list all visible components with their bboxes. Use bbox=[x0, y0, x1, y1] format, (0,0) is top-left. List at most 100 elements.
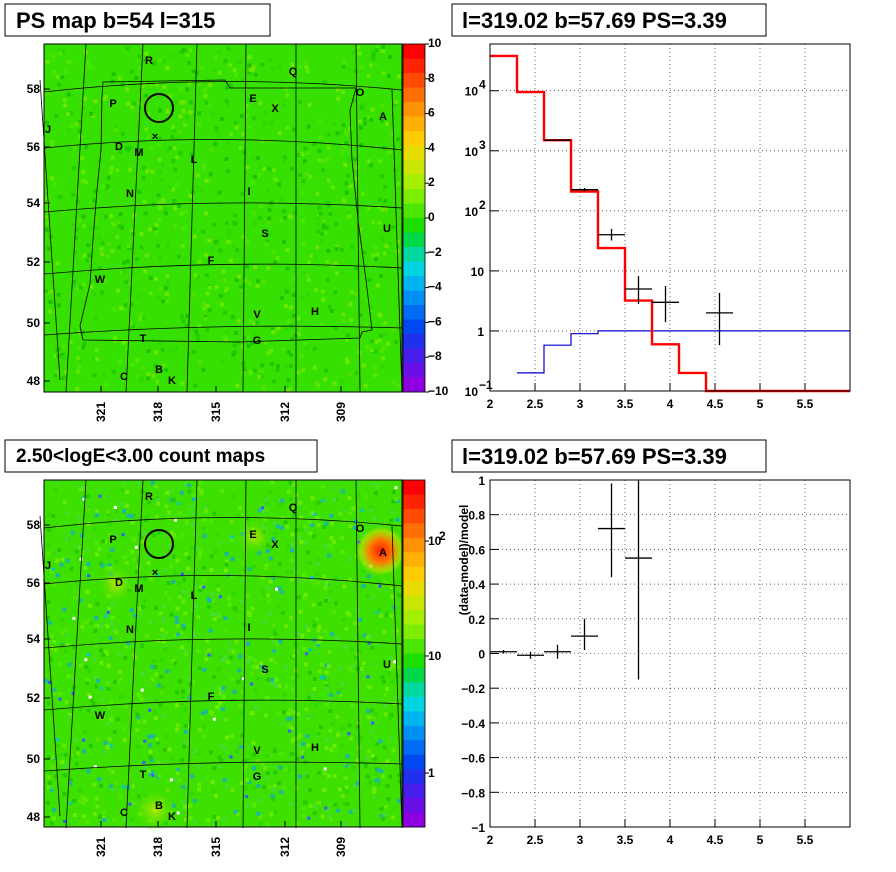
colorbar-swatch bbox=[403, 624, 425, 640]
speckle-pixel bbox=[212, 717, 216, 721]
noise-pixel bbox=[220, 117, 224, 122]
noise-pixel bbox=[205, 291, 210, 296]
noise-pixel bbox=[134, 627, 139, 632]
noise-pixel bbox=[76, 515, 81, 520]
noise-pixel bbox=[273, 260, 278, 265]
noise-pixel bbox=[174, 136, 179, 141]
residual-data-point bbox=[490, 650, 517, 654]
noise-pixel bbox=[143, 764, 148, 769]
parallel-line bbox=[43, 761, 403, 772]
source-label: D bbox=[115, 577, 123, 589]
noise-pixel bbox=[141, 366, 146, 371]
noise-pixel bbox=[152, 226, 157, 231]
noise-pixel bbox=[238, 506, 243, 511]
noise-pixel bbox=[303, 146, 308, 151]
noise-pixel bbox=[321, 484, 326, 489]
noise-pixel bbox=[250, 156, 255, 161]
noise-pixel bbox=[273, 631, 278, 636]
noise-pixel bbox=[270, 66, 275, 71]
noise-pixel bbox=[306, 273, 311, 278]
noise-pixel bbox=[314, 702, 319, 707]
noise-pixel bbox=[261, 667, 266, 672]
noise-pixel bbox=[115, 717, 120, 722]
noise-pixel bbox=[74, 609, 79, 614]
noise-pixel bbox=[203, 505, 208, 509]
noise-pixel bbox=[247, 567, 252, 572]
ps-map-plot-area bbox=[44, 44, 402, 392]
noise-pixel bbox=[383, 704, 387, 708]
noise-pixel bbox=[137, 566, 142, 571]
noise-pixel bbox=[263, 517, 267, 522]
noise-pixel bbox=[304, 707, 309, 712]
noise-pixel bbox=[243, 335, 248, 340]
noise-pixel bbox=[102, 750, 107, 755]
noise-pixel bbox=[124, 280, 129, 285]
noise-pixel bbox=[123, 303, 128, 308]
colorbar-swatch bbox=[403, 537, 425, 553]
noise-pixel bbox=[264, 110, 269, 115]
noise-pixel bbox=[143, 199, 147, 204]
noise-pixel bbox=[183, 611, 188, 616]
noise-pixel bbox=[360, 191, 365, 196]
noise-pixel bbox=[122, 509, 127, 514]
count-map-hotspot-d bbox=[96, 564, 136, 604]
noise-pixel bbox=[345, 360, 350, 365]
noise-pixel bbox=[131, 784, 136, 789]
noise-pixel bbox=[157, 94, 162, 99]
noise-pixel bbox=[179, 314, 184, 319]
noise-pixel bbox=[145, 169, 150, 174]
noise-pixel bbox=[54, 558, 59, 563]
noise-pixel bbox=[251, 116, 256, 121]
noise-pixel bbox=[55, 743, 60, 748]
noise-pixel bbox=[297, 173, 302, 177]
noise-pixel bbox=[89, 111, 94, 116]
noise-pixel bbox=[265, 324, 270, 329]
noise-pixel bbox=[185, 114, 190, 119]
noise-pixel bbox=[55, 74, 60, 79]
noise-pixel bbox=[329, 513, 334, 518]
noise-pixel bbox=[149, 573, 154, 578]
noise-pixel bbox=[366, 574, 371, 579]
noise-pixel bbox=[347, 67, 352, 72]
noise-pixel bbox=[234, 810, 238, 814]
noise-pixel bbox=[113, 680, 117, 684]
speckle-pixel bbox=[230, 535, 234, 539]
noise-pixel bbox=[286, 711, 291, 716]
noise-pixel bbox=[144, 127, 149, 132]
noise-pixel bbox=[167, 510, 171, 515]
noise-pixel bbox=[93, 315, 98, 320]
noise-pixel bbox=[336, 732, 341, 737]
noise-pixel bbox=[294, 785, 299, 790]
noise-pixel bbox=[74, 122, 79, 126]
noise-pixel bbox=[126, 513, 131, 518]
noise-pixel bbox=[105, 818, 110, 823]
noise-pixel bbox=[83, 730, 88, 735]
noise-pixel bbox=[384, 243, 389, 248]
noise-pixel bbox=[297, 578, 302, 583]
noise-pixel bbox=[202, 667, 207, 672]
noise-pixel bbox=[105, 624, 110, 629]
source-label: T bbox=[140, 333, 147, 345]
noise-pixel bbox=[204, 709, 209, 714]
noise-pixel bbox=[207, 77, 212, 82]
noise-pixel bbox=[171, 554, 176, 559]
noise-pixel bbox=[349, 736, 353, 741]
residual-data-points bbox=[490, 480, 652, 680]
noise-pixel bbox=[220, 657, 225, 662]
noise-pixel bbox=[50, 176, 55, 181]
noise-pixel bbox=[119, 694, 124, 699]
noise-pixel bbox=[229, 537, 234, 542]
noise-pixel bbox=[148, 291, 153, 296]
noise-pixel bbox=[195, 545, 199, 550]
x-tick-label: 5 bbox=[757, 397, 764, 411]
noise-pixel bbox=[132, 537, 137, 542]
noise-pixel bbox=[164, 504, 169, 509]
noise-pixel bbox=[85, 61, 90, 65]
noise-pixel bbox=[347, 665, 352, 670]
noise-pixel bbox=[282, 692, 287, 697]
source-label: X bbox=[271, 539, 279, 551]
noise-pixel bbox=[285, 684, 290, 689]
noise-pixel bbox=[112, 335, 117, 340]
noise-pixel bbox=[216, 587, 221, 592]
noise-pixel bbox=[368, 780, 373, 785]
